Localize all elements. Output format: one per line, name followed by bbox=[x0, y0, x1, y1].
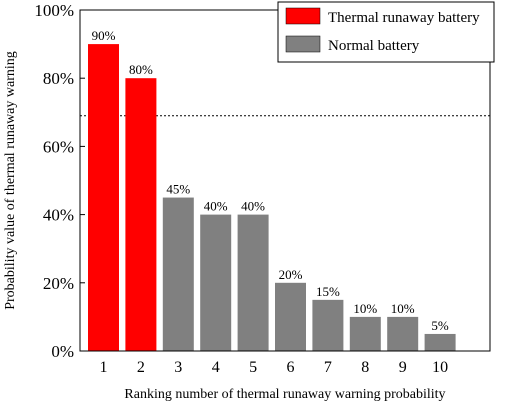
bar-5 bbox=[237, 214, 269, 351]
bar-7 bbox=[312, 299, 344, 351]
bar-value-label: 10% bbox=[353, 301, 377, 316]
x-axis-label: Ranking number of thermal runaway warnin… bbox=[124, 387, 445, 402]
bar-value-label: 45% bbox=[166, 182, 190, 197]
x-tick-label: 3 bbox=[174, 359, 182, 376]
bar-9 bbox=[387, 316, 419, 351]
bar-1 bbox=[88, 44, 119, 351]
bar-value-labels: 90% 80% 45% 40% 40% 20% 15% 10% 10% 5% bbox=[92, 28, 449, 333]
x-tick-label: 10 bbox=[432, 359, 448, 376]
y-tick-label: 60% bbox=[43, 137, 74, 156]
x-tick-label: 8 bbox=[361, 359, 369, 376]
legend: Thermal runaway battery Normal battery bbox=[277, 1, 495, 63]
bar-value-label: 80% bbox=[129, 62, 153, 77]
legend-label-thermal: Thermal runaway battery bbox=[328, 10, 480, 26]
x-tick-label: 9 bbox=[399, 359, 407, 376]
bars bbox=[88, 44, 456, 351]
bar-10 bbox=[424, 333, 456, 351]
y-axis-label: Probability value of thermal runaway war… bbox=[3, 51, 18, 310]
y-tick-label: 100% bbox=[34, 1, 74, 20]
y-axis-ticks: 0% 20% 40% 60% 80% 100% bbox=[34, 1, 85, 361]
bar-8 bbox=[349, 316, 381, 351]
x-tick-label: 6 bbox=[287, 359, 295, 376]
legend-swatch-thermal bbox=[285, 7, 321, 25]
bar-value-label: 10% bbox=[391, 301, 415, 316]
legend-label-normal: Normal battery bbox=[328, 38, 420, 54]
x-tick-label: 7 bbox=[324, 359, 332, 376]
x-tick-label: 5 bbox=[249, 359, 257, 376]
x-tick-label: 4 bbox=[212, 359, 220, 376]
bar-value-label: 5% bbox=[431, 318, 449, 333]
bar-value-label: 15% bbox=[316, 284, 340, 299]
bar-2 bbox=[125, 78, 157, 351]
bar-3 bbox=[162, 197, 194, 351]
bar-value-label: 20% bbox=[279, 267, 303, 282]
bar-6 bbox=[275, 282, 306, 351]
y-tick-label: 0% bbox=[51, 342, 74, 361]
y-tick-label: 40% bbox=[43, 206, 74, 225]
y-tick-label: 20% bbox=[43, 274, 74, 293]
bar-4 bbox=[200, 214, 232, 351]
x-tick-label: 1 bbox=[100, 359, 108, 376]
x-axis-ticks: 1 2 3 4 5 6 7 8 9 10 bbox=[100, 346, 448, 376]
legend-swatch-normal bbox=[285, 35, 321, 53]
x-tick-label: 2 bbox=[137, 359, 145, 376]
y-tick-label: 80% bbox=[43, 69, 74, 88]
bar-value-label: 40% bbox=[241, 199, 265, 214]
bar-value-label: 40% bbox=[204, 199, 228, 214]
bar-value-label: 90% bbox=[92, 28, 116, 43]
